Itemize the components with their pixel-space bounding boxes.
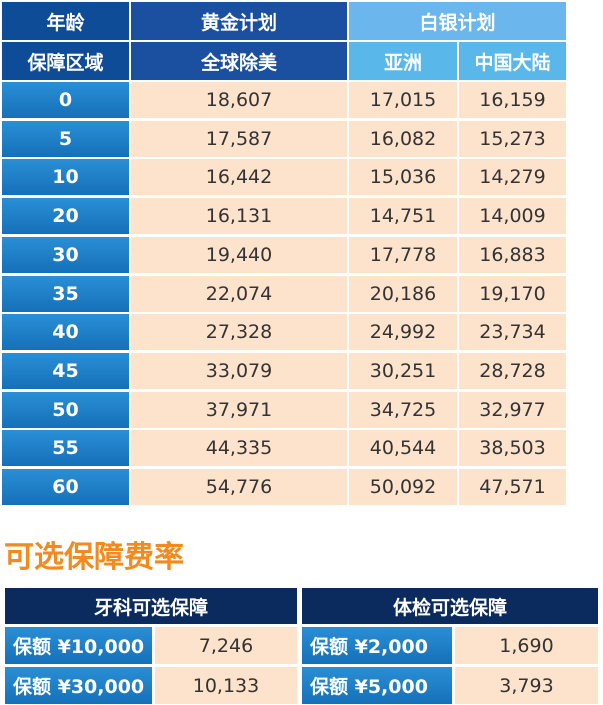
value-cell: 18,607 [131, 82, 347, 118]
option-label: 保额 ¥30,000 [5, 667, 152, 704]
value-cell: 30,251 [349, 352, 457, 389]
value-cell: 40,544 [349, 430, 457, 467]
value-cell: 50,092 [349, 469, 457, 505]
option-value: 7,246 [155, 627, 297, 664]
value-cell: 16,883 [459, 236, 566, 273]
value-cell: 14,279 [459, 159, 566, 196]
value-cell: 14,751 [349, 198, 457, 235]
value-cell: 14,009 [459, 198, 566, 235]
value-cell: 20,186 [349, 275, 457, 312]
header-cell: 黄金计划 [131, 2, 347, 40]
option-value: 3,793 [455, 667, 598, 704]
value-cell: 19,170 [459, 275, 566, 312]
age-cell: 35 [2, 275, 129, 312]
age-cell: 50 [2, 391, 129, 428]
age-cell: 10 [2, 159, 129, 196]
value-cell: 27,328 [131, 314, 347, 351]
option-value: 10,133 [155, 667, 297, 704]
age-cell: 30 [2, 236, 129, 273]
option-label: 保额 ¥2,000 [302, 627, 452, 664]
value-cell: 37,971 [131, 391, 347, 428]
header-cell: 白银计划 [349, 2, 566, 40]
header-cell: 中国大陆 [459, 42, 566, 80]
header-cell: 亚洲 [349, 42, 457, 80]
value-cell: 34,725 [349, 391, 457, 428]
age-cell: 40 [2, 314, 129, 351]
value-cell: 28,728 [459, 352, 566, 389]
value-cell: 38,503 [459, 430, 566, 467]
value-cell: 17,778 [349, 236, 457, 273]
age-cell: 5 [2, 120, 129, 157]
value-cell: 24,992 [349, 314, 457, 351]
value-cell: 15,273 [459, 120, 566, 157]
value-cell: 16,442 [131, 159, 347, 196]
value-cell: 17,587 [131, 120, 347, 157]
option-label: 保额 ¥5,000 [302, 667, 452, 704]
age-cell: 0 [2, 82, 129, 118]
value-cell: 16,159 [459, 82, 566, 118]
value-cell: 17,015 [349, 82, 457, 118]
value-cell: 33,079 [131, 352, 347, 389]
value-cell: 16,082 [349, 120, 457, 157]
header-cell: 保障区域 [2, 42, 129, 80]
group-header: 牙科可选保障 [5, 588, 297, 624]
option-value: 1,690 [455, 627, 598, 664]
value-cell: 16,131 [131, 198, 347, 235]
group-header: 体检可选保障 [302, 588, 598, 624]
value-cell: 47,571 [459, 469, 566, 505]
age-cell: 45 [2, 352, 129, 389]
value-cell: 22,074 [131, 275, 347, 312]
section-title: 可选保障费率 [4, 540, 184, 575]
value-cell: 32,977 [459, 391, 566, 428]
option-label: 保额 ¥10,000 [5, 627, 152, 664]
value-cell: 44,335 [131, 430, 347, 467]
age-cell: 60 [2, 469, 129, 505]
value-cell: 19,440 [131, 236, 347, 273]
value-cell: 23,734 [459, 314, 566, 351]
value-cell: 54,776 [131, 469, 347, 505]
age-cell: 55 [2, 430, 129, 467]
header-cell: 全球除美 [131, 42, 347, 80]
value-cell: 15,036 [349, 159, 457, 196]
age-cell: 20 [2, 198, 129, 235]
header-cell: 年龄 [2, 2, 129, 40]
